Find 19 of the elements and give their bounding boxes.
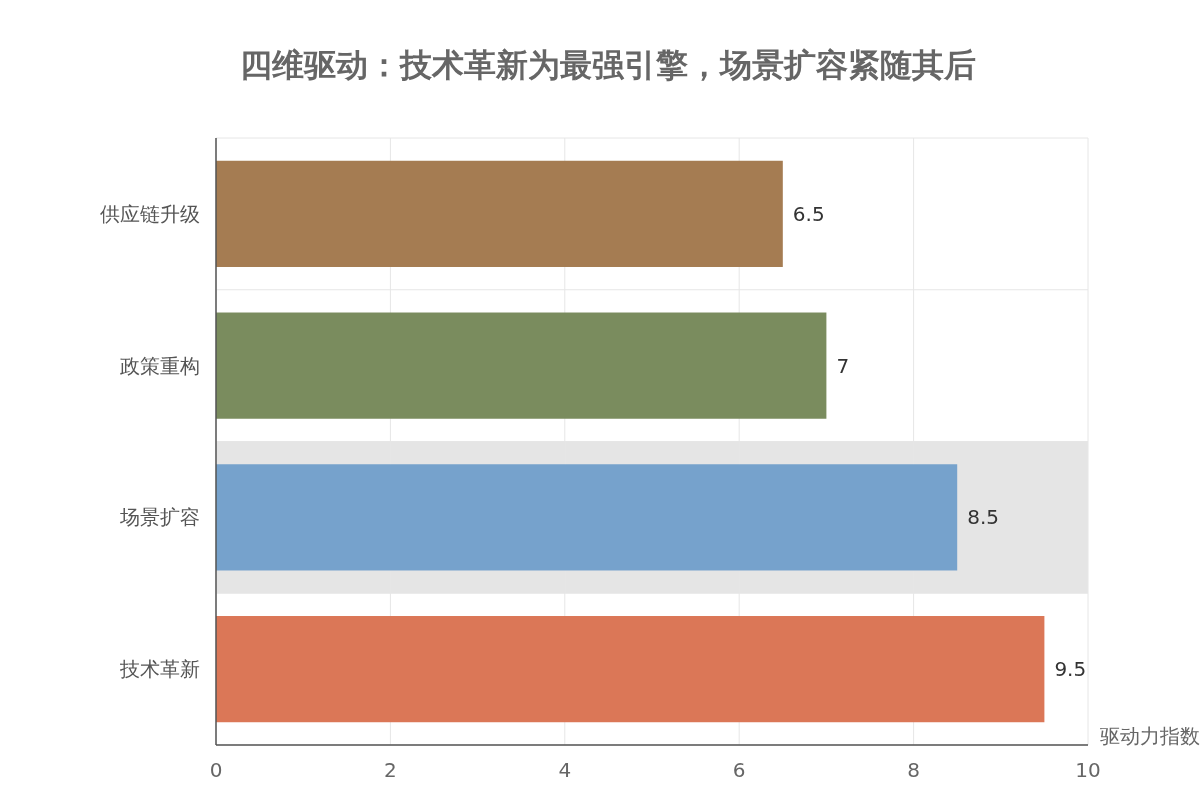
y-tick-label: 供应链升级 bbox=[100, 201, 200, 226]
y-tick-label: 场景扩容 bbox=[119, 505, 200, 530]
bar bbox=[216, 312, 827, 419]
x-tick-label: 8 bbox=[907, 758, 920, 782]
chart-title: 四维驱动：技术革新为最强引擎，场景扩容紧随其后 bbox=[240, 46, 976, 84]
y-tick-label: 技术革新 bbox=[119, 657, 200, 682]
y-tick-label: 政策重构 bbox=[120, 353, 200, 378]
bar bbox=[216, 616, 1045, 723]
x-tick-label: 2 bbox=[384, 758, 397, 782]
x-tick-label: 0 bbox=[209, 758, 223, 782]
data-label: 7 bbox=[836, 353, 850, 378]
x-tick-label: 4 bbox=[558, 758, 572, 782]
x-axis-title: 驱动力指数 bbox=[1100, 724, 1200, 748]
bar bbox=[216, 160, 783, 267]
data-label: 9.5 bbox=[1054, 657, 1087, 682]
x-tick-label: 6 bbox=[732, 758, 746, 782]
data-label: 8.5 bbox=[967, 505, 1000, 530]
data-label: 6.5 bbox=[792, 201, 825, 226]
x-tick-label: 10 bbox=[1075, 758, 1101, 782]
